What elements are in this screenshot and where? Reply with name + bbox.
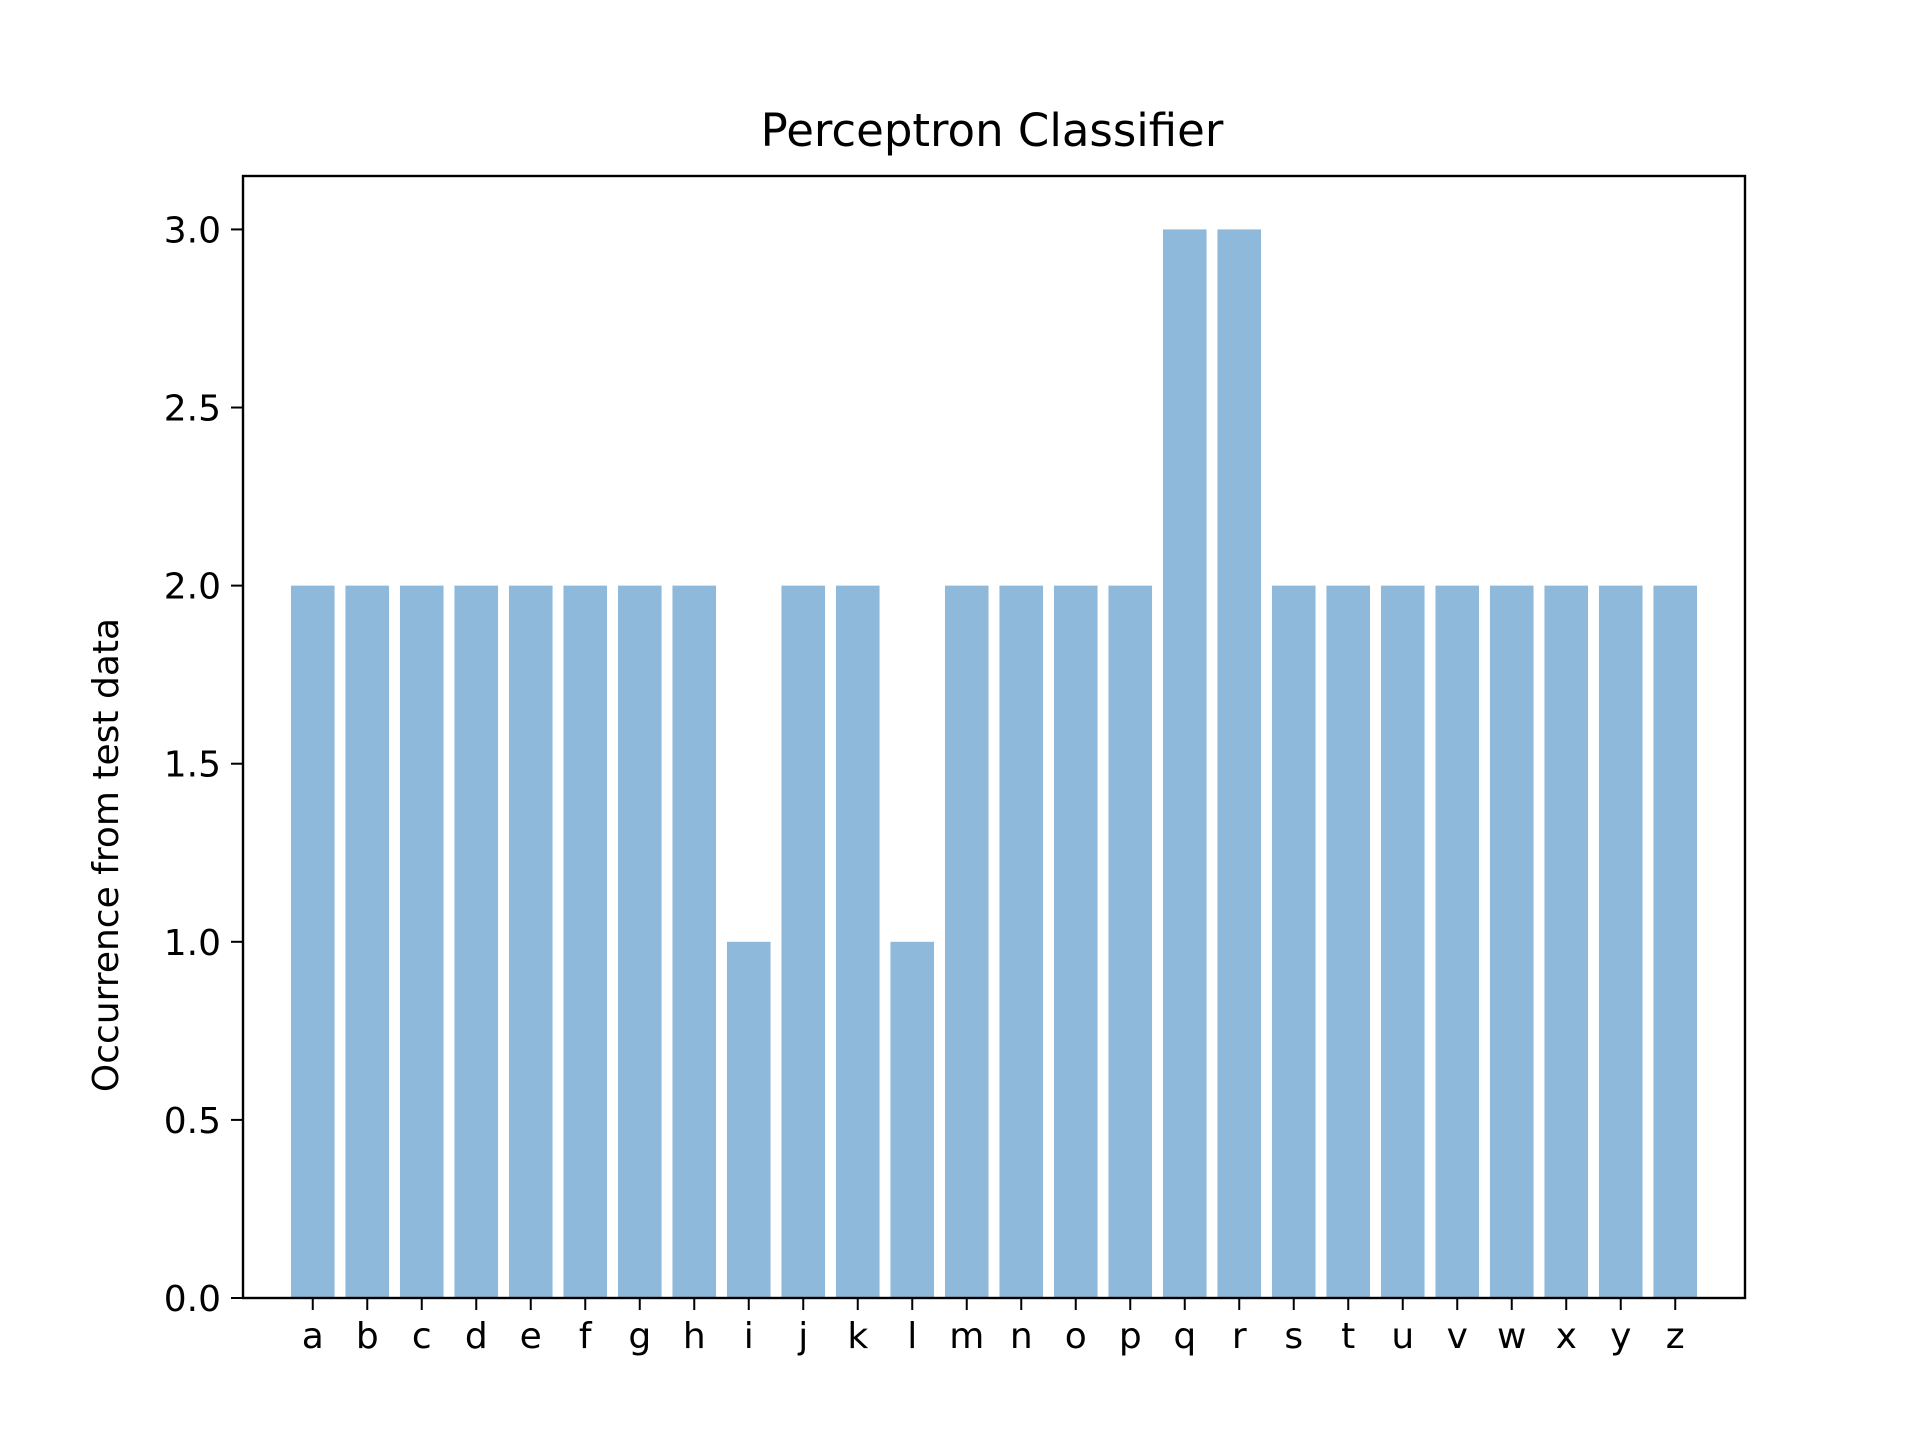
x-tick-label-o: o	[1065, 1316, 1087, 1357]
y-tick-label-1.0: 1.0	[164, 923, 221, 964]
x-tick-label-i: i	[744, 1316, 754, 1357]
bar-o	[1053, 585, 1098, 1298]
x-tick-label-t: t	[1341, 1316, 1355, 1357]
bars-group	[290, 229, 1698, 1298]
bar-c	[399, 585, 444, 1298]
y-tick-label-0.5: 0.5	[164, 1101, 221, 1142]
x-tick-label-z: z	[1666, 1316, 1685, 1357]
y-axis-label: Occurrence from test data	[86, 618, 127, 1092]
y-tick-label-0.0: 0.0	[164, 1279, 221, 1320]
bar-b	[345, 585, 390, 1298]
x-tick-label-j: j	[797, 1316, 808, 1357]
y-tick-label-3.0: 3.0	[164, 210, 221, 251]
bar-z	[1653, 585, 1698, 1298]
x-tick-label-d: d	[465, 1316, 488, 1357]
bar-f	[563, 585, 608, 1298]
x-tick-label-f: f	[579, 1316, 593, 1357]
bar-q	[1162, 229, 1207, 1298]
plot-frame	[241, 174, 1747, 1300]
x-tick-label-y: y	[1610, 1316, 1631, 1357]
x-tick-label-r: r	[1232, 1316, 1247, 1357]
x-tick-label-q: q	[1173, 1316, 1196, 1357]
bar-j	[781, 585, 826, 1298]
bar-u	[1380, 585, 1425, 1298]
bar-v	[1435, 585, 1480, 1298]
x-tick-label-l: l	[907, 1316, 917, 1357]
x-tick-label-c: c	[412, 1316, 432, 1357]
bar-x	[1544, 585, 1589, 1298]
bar-l	[890, 941, 935, 1298]
x-tick-label-b: b	[356, 1316, 379, 1357]
bar-n	[999, 585, 1044, 1298]
bar-g	[617, 585, 662, 1298]
bar-t	[1326, 585, 1371, 1298]
x-tick-label-g: g	[628, 1316, 651, 1357]
y-tick-label-2.0: 2.0	[164, 567, 221, 608]
bar-i	[726, 941, 771, 1298]
x-tick-label-h: h	[683, 1316, 706, 1357]
bar-d	[454, 585, 499, 1298]
x-tick-label-k: k	[847, 1316, 868, 1357]
x-tick-label-e: e	[520, 1316, 542, 1357]
bar-y	[1598, 585, 1643, 1298]
y-axis-ticks: 0.0 0.5 1.0 1.5 2.0 2.5 3.0	[164, 210, 243, 1320]
x-tick-label-n: n	[1010, 1316, 1033, 1357]
bar-k	[835, 585, 880, 1298]
x-tick-label-v: v	[1447, 1316, 1468, 1357]
bar-m	[944, 585, 989, 1298]
y-tick-label-2.5: 2.5	[164, 389, 221, 430]
x-tick-label-s: s	[1284, 1316, 1303, 1357]
chart-title: Perceptron Classifier	[761, 104, 1224, 157]
bar-r	[1217, 229, 1262, 1298]
x-tick-label-w: w	[1497, 1316, 1526, 1357]
x-tick-label-m: m	[949, 1316, 984, 1357]
bar-w	[1489, 585, 1534, 1298]
bar-e	[508, 585, 553, 1298]
y-tick-label-1.5: 1.5	[164, 745, 221, 786]
x-tick-label-a: a	[302, 1316, 324, 1357]
x-tick-label-p: p	[1119, 1316, 1142, 1357]
x-tick-label-u: u	[1391, 1316, 1414, 1357]
x-tick-label-x: x	[1556, 1316, 1577, 1357]
bar-h	[672, 585, 717, 1298]
bar-p	[1108, 585, 1153, 1298]
bar-s	[1271, 585, 1316, 1298]
bar-a	[290, 585, 335, 1298]
